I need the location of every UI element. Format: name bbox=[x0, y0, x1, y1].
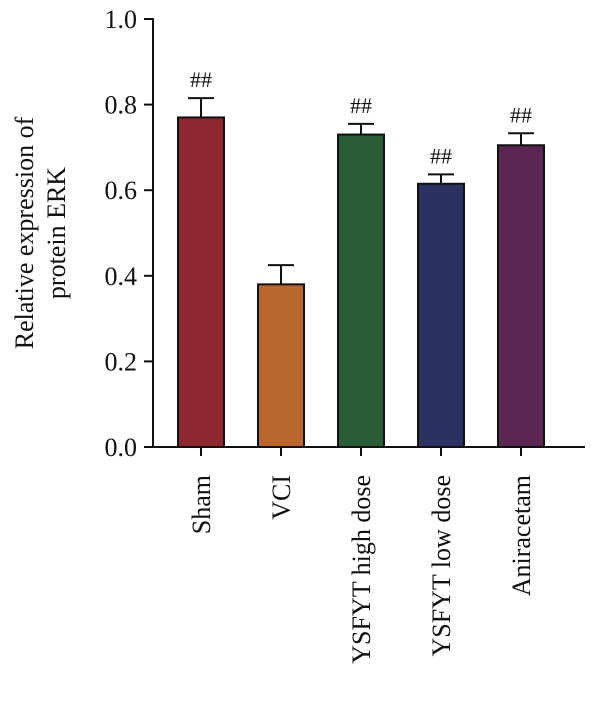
y-axis-label: Relative expression of protein ERK bbox=[10, 116, 71, 349]
y-tick-label: 0.2 bbox=[105, 347, 138, 376]
y-axis-label-line-1: Relative expression of bbox=[10, 116, 39, 349]
x-tick-label: YSFYT high dose bbox=[347, 475, 376, 664]
bar bbox=[417, 182, 465, 448]
bar bbox=[177, 116, 225, 448]
x-tick-label: VCI bbox=[267, 475, 296, 520]
significance-label: ## bbox=[350, 93, 372, 118]
y-tick-label: 0.0 bbox=[105, 433, 138, 462]
x-tick-label: Sham bbox=[187, 475, 216, 534]
bar bbox=[337, 133, 385, 448]
bar bbox=[257, 283, 305, 448]
plot-area: 0.0 0.2 0.4 0.6 0.8 1.0 ## Sham VCI ## YSFYT high … bbox=[105, 5, 585, 664]
bar bbox=[497, 144, 545, 448]
x-tick-label: YSFYT low dose bbox=[427, 475, 456, 657]
significance-label: ## bbox=[190, 67, 212, 92]
y-tick-label: 1.0 bbox=[105, 5, 138, 34]
y-axis-label-line-2: protein ERK bbox=[42, 167, 71, 299]
y-tick-label: 0.6 bbox=[105, 176, 138, 205]
significance-label: ## bbox=[430, 143, 452, 168]
y-tick-label: 0.8 bbox=[105, 91, 138, 120]
y-tick-label: 0.4 bbox=[105, 262, 138, 291]
x-tick-label: Aniracetam bbox=[507, 475, 536, 596]
significance-label: ## bbox=[510, 102, 532, 127]
